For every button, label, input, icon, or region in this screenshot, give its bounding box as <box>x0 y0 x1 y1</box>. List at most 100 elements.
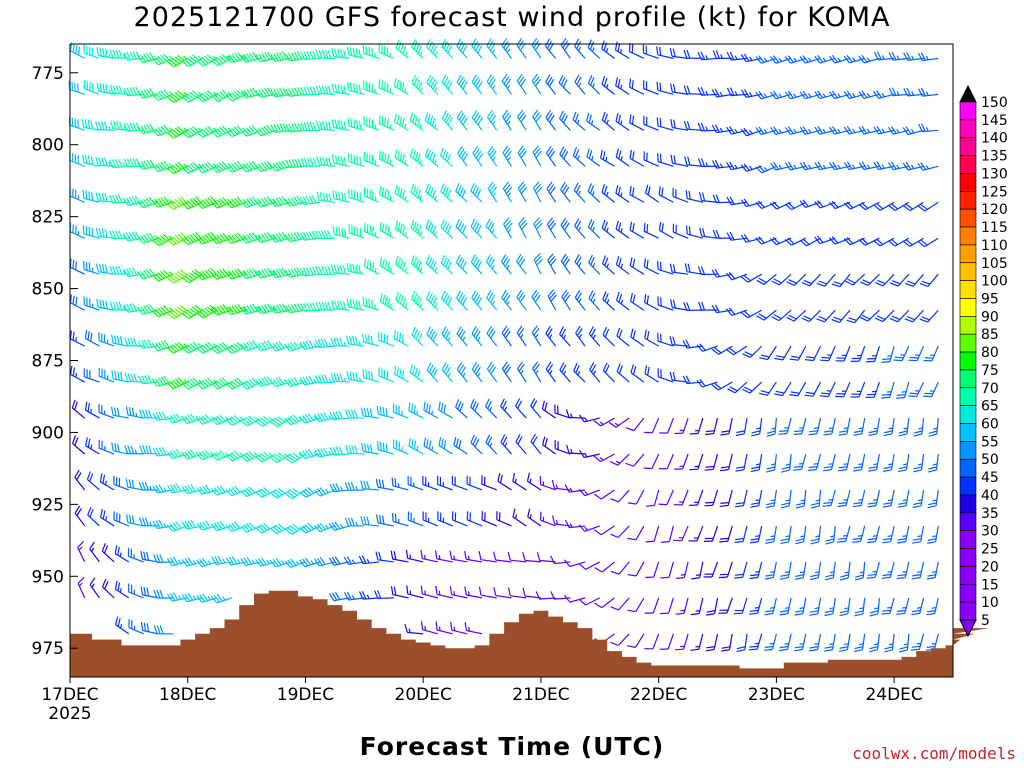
wind-barb <box>434 550 453 563</box>
barb-flag <box>756 279 765 286</box>
wind-barb <box>573 362 586 383</box>
wind-barb <box>711 381 733 391</box>
barb-flag <box>297 122 303 131</box>
wind-barb <box>530 433 542 455</box>
barb-flag <box>304 449 312 458</box>
wind-barb <box>152 519 174 530</box>
wind-barb <box>835 381 851 398</box>
barb-flag <box>704 468 714 471</box>
barb-flag <box>262 415 271 423</box>
wind-barb <box>845 273 866 286</box>
barb-flag <box>317 339 323 348</box>
wind-barb <box>453 436 468 455</box>
barb-flag <box>399 80 402 90</box>
barb-flag <box>547 328 553 337</box>
barb-flag <box>277 523 285 530</box>
barb-flag <box>519 184 526 192</box>
wind-barb <box>255 232 277 244</box>
barb-flag <box>805 391 815 395</box>
barb-flag <box>441 326 447 335</box>
barb-flag <box>366 480 370 490</box>
wind-barb <box>779 561 792 580</box>
barb-flag <box>632 330 636 339</box>
barb-flag <box>806 356 815 359</box>
barb-flag <box>462 45 468 54</box>
barb-flag <box>547 253 554 261</box>
barb-flag <box>794 648 803 652</box>
barb-half-flag <box>163 487 167 492</box>
barb-flag <box>600 149 603 159</box>
barb-flag <box>706 613 715 616</box>
barb-flag <box>817 235 824 243</box>
barb-flag <box>838 469 847 472</box>
barb-flag <box>423 437 427 447</box>
barb-flag <box>432 297 438 306</box>
wind-barb <box>391 477 409 491</box>
barb-half-flag <box>620 84 623 90</box>
wind-barb <box>346 335 365 347</box>
barb-flag <box>278 196 285 205</box>
barb-flag <box>714 268 721 277</box>
barb-flag <box>255 558 262 567</box>
barb-flag <box>74 401 78 410</box>
barb-flag <box>196 237 203 245</box>
wind-barb <box>711 304 733 314</box>
barb-flag <box>828 201 836 210</box>
barb-flag <box>643 222 646 232</box>
barb-flag <box>300 86 305 96</box>
wind-barb <box>683 49 703 59</box>
barb-flag <box>631 80 634 89</box>
barb-flag <box>396 79 399 89</box>
barb-flag <box>866 576 876 579</box>
barb-flag <box>802 238 810 245</box>
barb-flag <box>287 304 294 313</box>
barb-flag <box>328 157 332 167</box>
wind-barb <box>426 326 439 347</box>
barb-flag <box>547 364 554 372</box>
barb-half-flag <box>210 416 214 421</box>
barb-half-flag <box>197 55 202 60</box>
barb-staff <box>585 597 601 606</box>
wind-barb <box>456 326 468 347</box>
barb-flag <box>210 59 219 67</box>
wind-barb <box>616 327 630 347</box>
barb-flag <box>272 342 279 351</box>
barb-half-flag <box>858 463 863 466</box>
barb-half-flag <box>857 535 863 537</box>
barb-flag <box>740 276 749 283</box>
barb-flag <box>875 282 884 287</box>
barb-flag <box>255 235 262 243</box>
barb-flag <box>201 92 209 100</box>
barb-flag <box>517 145 524 153</box>
barb-flag <box>174 56 183 63</box>
barb-flag <box>572 147 578 156</box>
barb-flag <box>564 559 571 567</box>
barb-flag <box>263 341 270 349</box>
barb-half-flag <box>843 463 848 465</box>
wind-barb <box>426 74 439 95</box>
barb-flag <box>760 354 770 358</box>
barb-flag <box>384 153 387 162</box>
barb-half-flag <box>462 336 466 342</box>
barb-flag <box>686 85 691 94</box>
barb-flag <box>299 232 305 241</box>
barb-flag <box>255 456 263 463</box>
barb-half-flag <box>434 303 438 308</box>
barb-flag <box>367 335 370 344</box>
wind-barb <box>455 218 468 239</box>
barb-flag <box>282 123 288 132</box>
wind-barb <box>437 475 453 491</box>
barb-flag <box>246 88 253 97</box>
barb-flag <box>604 364 610 374</box>
barb-flag <box>645 504 655 507</box>
barb-flag <box>166 238 174 246</box>
barb-flag <box>846 54 853 63</box>
barb-flag <box>152 379 159 387</box>
wind-barb <box>137 303 159 315</box>
barb-flag <box>474 148 480 157</box>
barb-flag <box>118 230 123 239</box>
barb-flag <box>381 187 385 197</box>
barb-flag <box>334 300 338 309</box>
barb-flag <box>305 231 311 240</box>
barb-flag <box>413 328 419 338</box>
